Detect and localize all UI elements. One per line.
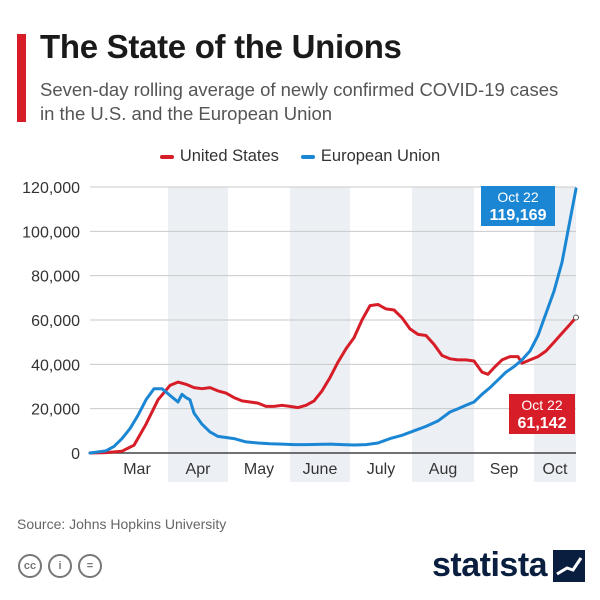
x-tick-label: July: [367, 461, 395, 478]
y-tick-label: 60,000: [31, 313, 80, 330]
y-tick-label: 40,000: [31, 357, 80, 374]
callout-date-us: Oct 22: [521, 397, 562, 413]
brand-name: statista: [432, 546, 548, 584]
callout-box-us: [509, 394, 575, 434]
x-tick-label: Sep: [490, 461, 519, 478]
creative-commons-icon: cc: [18, 554, 42, 578]
x-tick-label: Mar: [123, 461, 151, 478]
legend-item-european-union: European Union: [300, 147, 441, 166]
x-tick-label: Aug: [429, 461, 457, 478]
statista-logo-icon: [553, 549, 586, 582]
license-icons: cc i =: [18, 554, 102, 578]
callout-date-eu: Oct 22: [497, 189, 538, 205]
y-tick-label: 100,000: [22, 224, 80, 241]
x-tick-label: Apr: [186, 461, 212, 478]
month-band-apr: [168, 187, 228, 482]
callout-box-eu: [481, 186, 555, 226]
y-tick-label: 0: [71, 446, 80, 463]
chart-subtitle: Seven-day rolling average of newly confi…: [40, 79, 559, 124]
y-tick-label: 20,000: [31, 402, 80, 419]
title-accent-bar: [17, 34, 26, 122]
x-tick-label: June: [303, 461, 338, 478]
legend-swatch-european-union: [300, 154, 315, 159]
chart-title: The State of the Unions: [40, 28, 402, 65]
chart-legend: United States European Union: [0, 147, 600, 166]
legend-swatch-united-states: [159, 154, 174, 159]
x-tick-label: May: [244, 461, 274, 478]
legend-label-european-union: European Union: [320, 147, 441, 165]
y-tick-label: 120,000: [22, 180, 80, 197]
legend-label-united-states: United States: [179, 147, 279, 165]
attribution-icon: i: [48, 554, 72, 578]
us-endpoint-marker: [573, 314, 579, 321]
month-band-june: [290, 187, 350, 482]
no-derivatives-icon: =: [78, 554, 102, 578]
callout-value-us: 61,142: [518, 415, 567, 432]
y-tick-label: 80,000: [31, 269, 80, 286]
source-note: Source: Johns Hopkins University: [17, 516, 227, 532]
legend-item-united-states: United States: [159, 147, 279, 166]
callout-value-eu: 119,169: [490, 207, 547, 224]
x-tick-label: Oct: [543, 461, 568, 478]
statista-brand[interactable]: statista: [432, 546, 586, 585]
series-line-united-states: [88, 303, 578, 455]
series-line-european-union: [88, 187, 578, 455]
